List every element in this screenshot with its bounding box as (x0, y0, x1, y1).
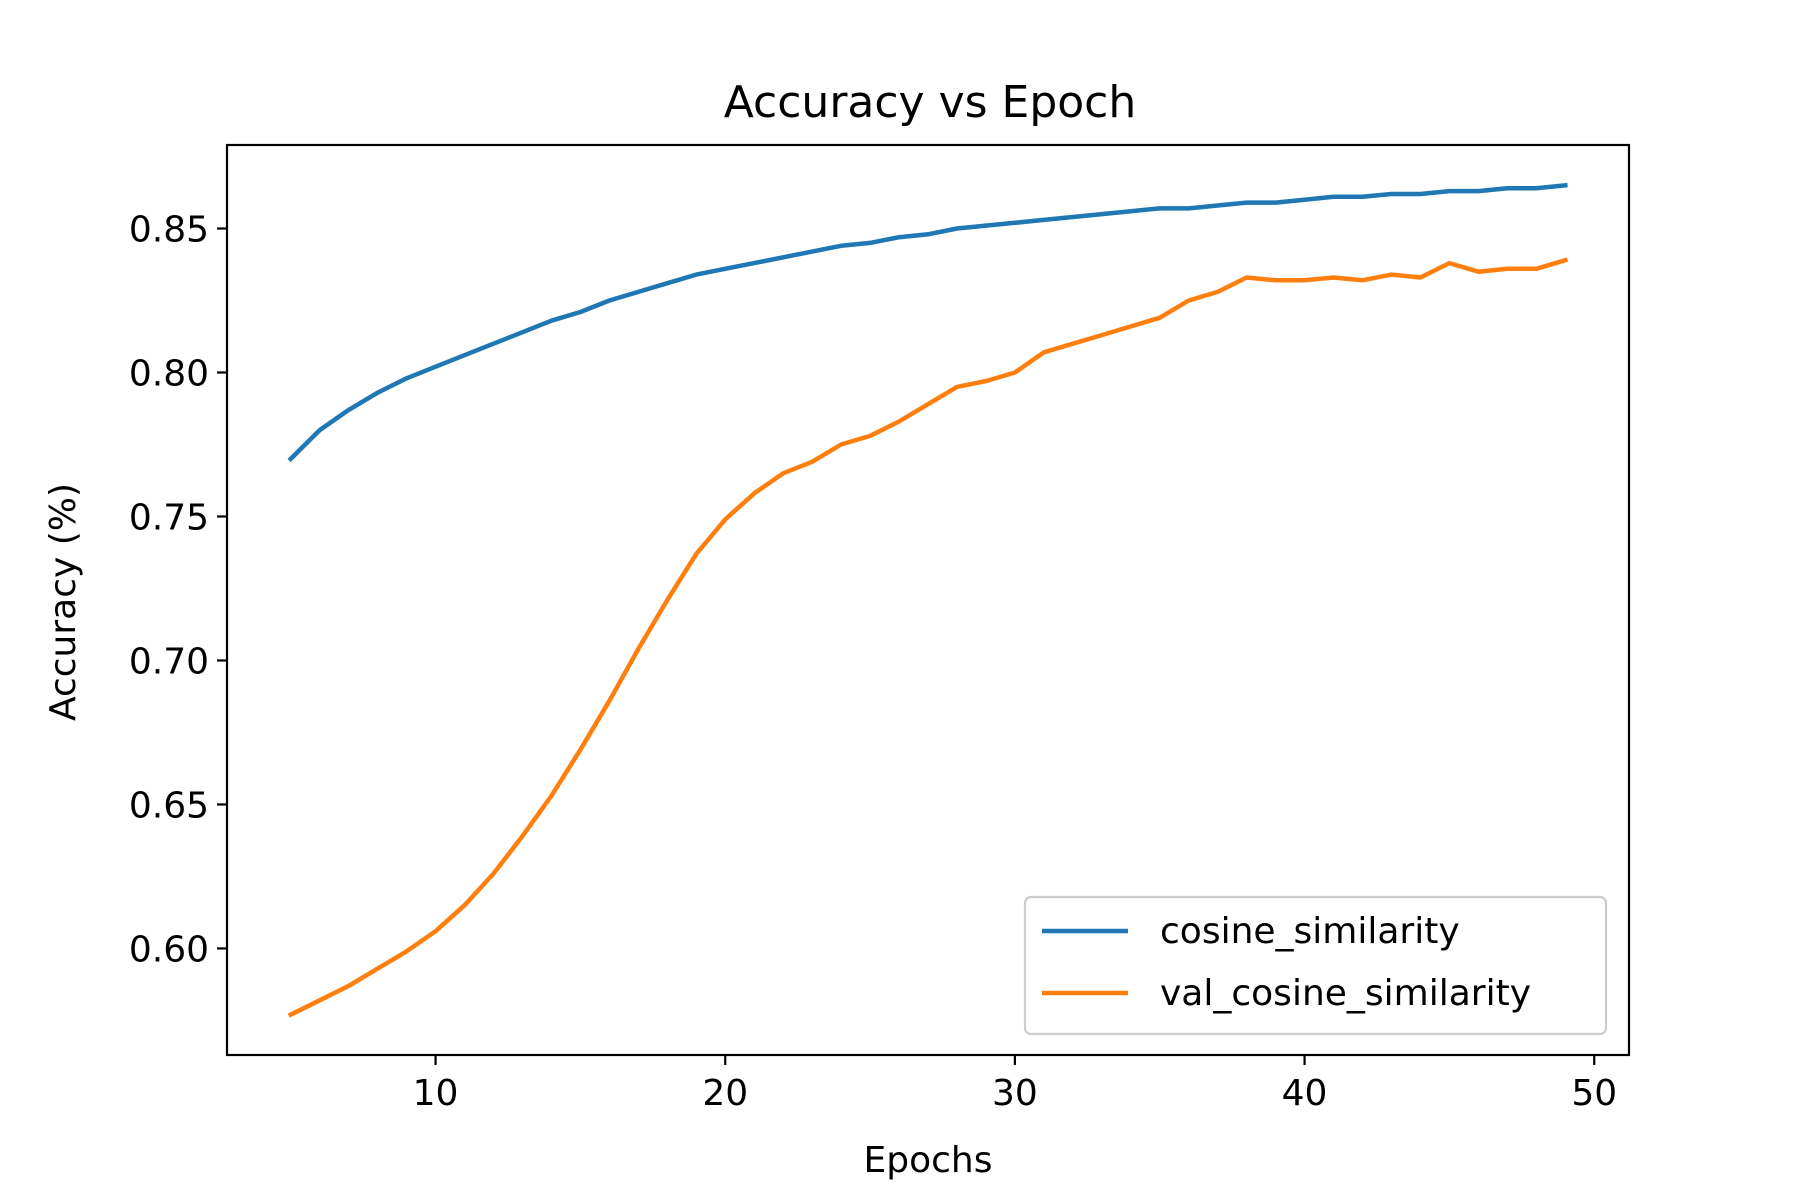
series-layer (287, 182, 1569, 1018)
legend-label-val-cosine-similarity: val_cosine_similarity (1160, 973, 1531, 1014)
y-tick-label: 0.85 (129, 210, 209, 251)
plot-frame (225, 143, 1631, 1057)
x-tick-label: 40 (1282, 1073, 1328, 1114)
y-tick-label: 0.80 (129, 354, 209, 395)
y-tick-label: 0.65 (129, 785, 209, 826)
y-tick-label: 0.75 (129, 497, 209, 538)
x-tick-label: 30 (992, 1073, 1038, 1114)
y-tick-label: 0.60 (129, 929, 209, 970)
x-axis-label: Epochs (864, 1140, 993, 1181)
y-axis-label: Accuracy (%) (43, 483, 84, 721)
series-line-val-cosine-similarity (287, 257, 1569, 1018)
series-line-cosine-similarity (287, 182, 1568, 463)
legend-label-cosine-similarity: cosine_similarity (1160, 911, 1460, 952)
x-tick-label: 50 (1571, 1073, 1617, 1114)
x-tick-label: 10 (413, 1073, 459, 1114)
y-axis-ticks: 0.60 0.65 0.70 0.75 0.80 0.85 (129, 210, 227, 970)
x-tick-label: 20 (702, 1073, 748, 1114)
x-axis-ticks: 10 20 30 40 50 (413, 1055, 1617, 1114)
legend: cosine_similarity val_cosine_similarity (1023, 895, 1608, 1036)
y-tick-label: 0.70 (129, 641, 209, 682)
legend-box (1023, 895, 1608, 1036)
chart-title: Accuracy vs Epoch (724, 77, 1137, 128)
